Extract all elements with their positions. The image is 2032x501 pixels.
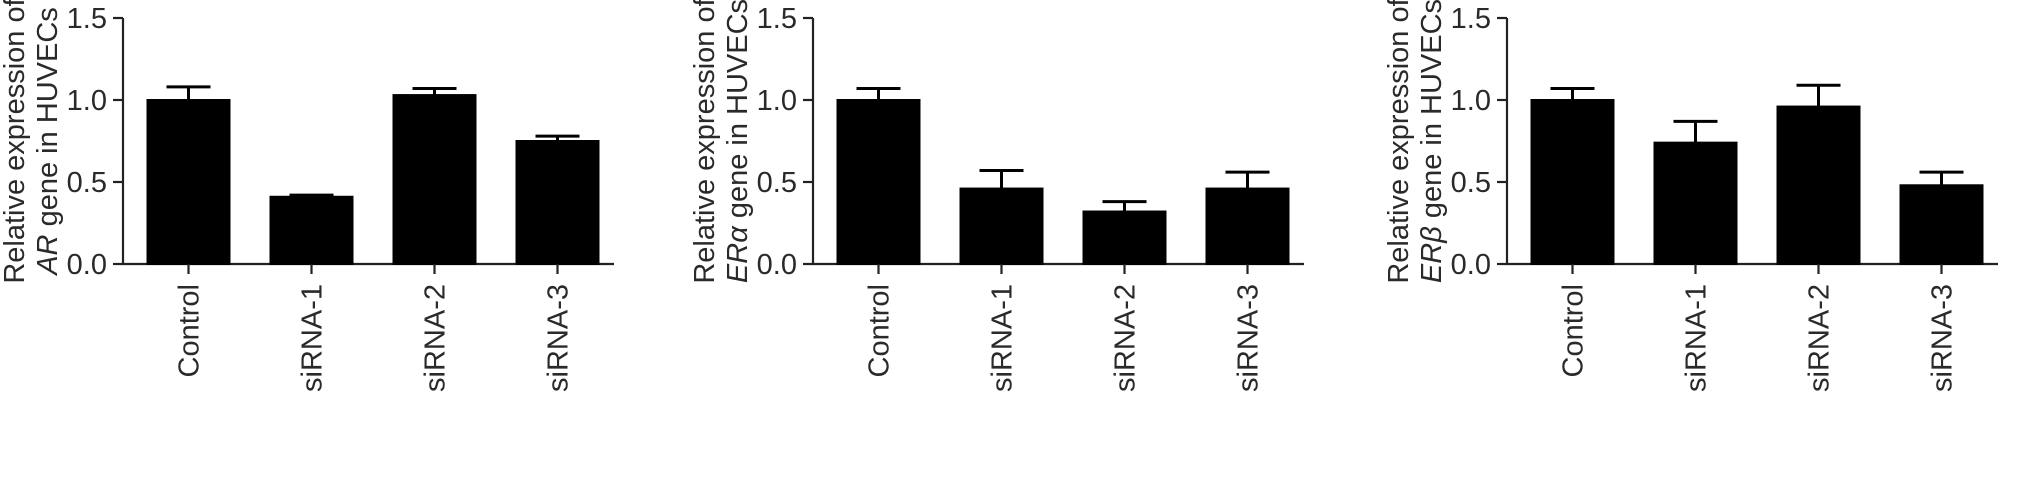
y-axis-label-rest: gene in HUVECs: [722, 0, 754, 226]
bar-control: [1530, 99, 1615, 265]
y-tick-label: 1.0: [757, 85, 797, 117]
bar-sirna-3: [515, 140, 600, 265]
y-tick-label: 0.5: [757, 167, 797, 199]
chart-panel-1: 0.0 0.5 1.0 1.5 Control siRNA-1 siRNA-2 siRNA-3…: [0, 0, 614, 392]
bar-sirna-1: [1653, 141, 1738, 265]
bar-sirna-2: [1776, 105, 1861, 265]
y-axis-label-line1: Relative expression of: [1383, 0, 1415, 284]
y-tick-label: 1.5: [1451, 3, 1491, 35]
bar-sirna-3: [1205, 187, 1290, 265]
chart-panel-3: 0.0 0.5 1.0 1.5 Control siRNA-1 siRNA-2 siRNA-3…: [1383, 0, 1998, 392]
gene-name: ERβ: [1416, 226, 1448, 283]
x-category-label: siRNA-2: [1110, 284, 1142, 392]
y-tick-label: 1.0: [67, 85, 107, 117]
x-category-label: siRNA-1: [1681, 284, 1713, 392]
y-axis-label-line2: ERα gene in HUVECs: [722, 0, 754, 283]
y-axis-label-rest: gene in HUVECs: [1416, 0, 1448, 226]
y-tick-label: 1.0: [1451, 85, 1491, 117]
y-axis-label-line1: Relative expression of: [689, 0, 721, 284]
x-category-label: siRNA-3: [1233, 284, 1265, 392]
y-axis-label-line2: AR gene in HUVECs: [32, 7, 64, 277]
bar-sirna-3: [1899, 184, 1984, 265]
gene-name: AR: [32, 234, 64, 276]
x-category-label: siRNA-2: [1804, 284, 1836, 392]
y-tick-label: 0.0: [1451, 249, 1491, 281]
y-tick-label: 0.5: [1451, 167, 1491, 199]
x-category-label: Control: [174, 284, 206, 378]
bar-control: [836, 99, 921, 265]
x-category-label: siRNA-2: [420, 284, 452, 392]
chart-panel-2: 0.0 0.5 1.0 1.5 Control siRNA-1 siRNA-2 siRNA-3…: [689, 0, 1304, 392]
x-category-label: Control: [864, 284, 896, 378]
bar-sirna-1: [269, 195, 354, 265]
y-tick-label: 0.0: [67, 249, 107, 281]
y-axis-label-rest: gene in HUVECs: [32, 7, 64, 234]
y-tick-label: 1.5: [67, 3, 107, 35]
y-tick-label: 1.5: [757, 3, 797, 35]
bar-sirna-2: [392, 94, 477, 265]
x-category-label: siRNA-3: [1927, 284, 1959, 392]
x-category-label: siRNA-3: [543, 284, 575, 392]
x-category-label: Control: [1558, 284, 1590, 378]
y-tick-label: 0.0: [757, 249, 797, 281]
x-category-label: siRNA-1: [987, 284, 1019, 392]
y-axis-label-line2: ERβ gene in HUVECs: [1416, 0, 1448, 283]
bar-sirna-1: [959, 187, 1044, 265]
y-axis-label-line1: Relative expression of: [0, 0, 31, 284]
y-tick-label: 0.5: [67, 167, 107, 199]
x-category-label: siRNA-1: [297, 284, 329, 392]
gene-name: ERα: [722, 225, 754, 283]
bar-control: [146, 99, 231, 265]
bar-sirna-2: [1082, 210, 1167, 266]
